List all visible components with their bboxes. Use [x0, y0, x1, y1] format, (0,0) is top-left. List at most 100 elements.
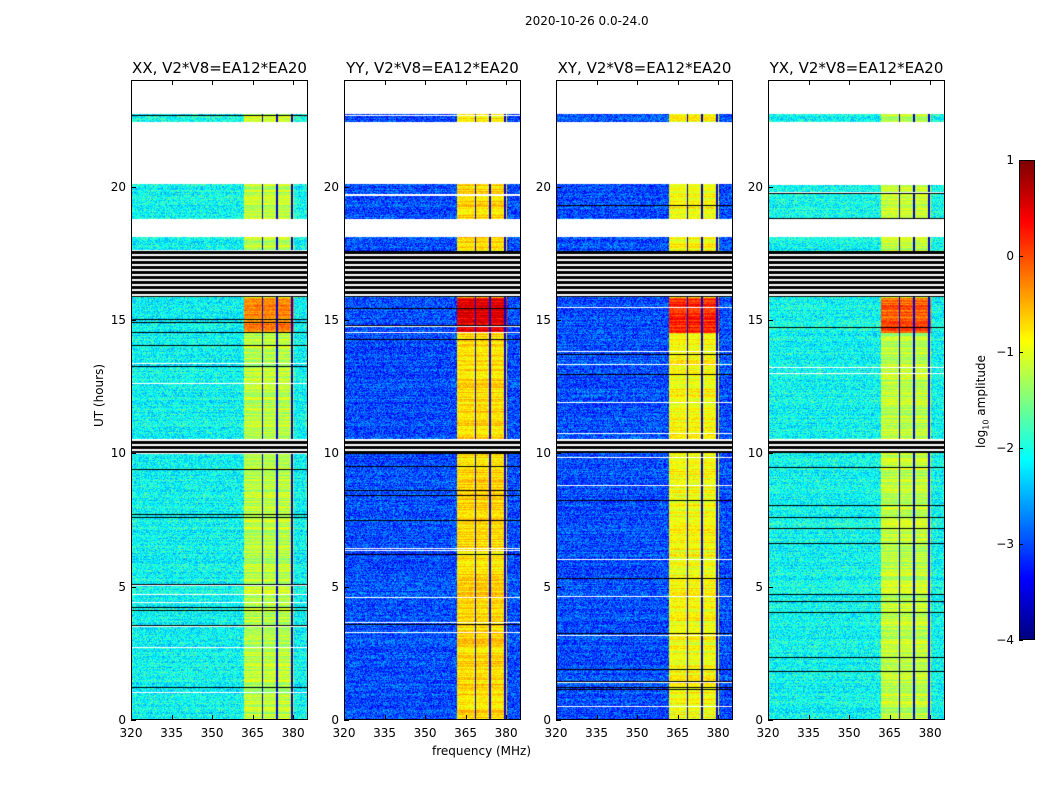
x-tick-mark	[131, 80, 132, 85]
y-tick-label: 10	[323, 446, 339, 461]
x-tick-label: 320	[756, 726, 780, 740]
y-tick-label: 20	[323, 179, 339, 194]
x-tick-mark	[384, 715, 386, 720]
x-tick-mark	[506, 80, 508, 85]
x-tick-mark	[293, 715, 295, 720]
y-tick-mark	[556, 453, 561, 455]
y-tick-label: 15	[535, 313, 551, 327]
x-tick-mark	[637, 715, 639, 720]
heatmap-panel-2	[556, 80, 733, 720]
y-tick-label: 0	[755, 713, 763, 727]
x-tick-label: 380	[706, 726, 730, 740]
x-tick-mark	[344, 715, 345, 720]
x-tick-mark	[768, 80, 769, 85]
x-tick-label: 380	[918, 726, 942, 740]
heatmap-panel-1	[344, 80, 521, 720]
x-tick-mark	[171, 80, 173, 85]
x-tick-mark	[212, 80, 214, 85]
panel-title: XX, V2*V8=EA12*EA20	[132, 59, 307, 77]
y-tick-label: 20	[535, 179, 551, 194]
y-tick-label: 5	[755, 579, 763, 594]
y-tick-mark	[131, 320, 136, 321]
y-tick-mark	[344, 453, 349, 455]
x-tick-mark	[293, 80, 295, 85]
x-tick-mark	[677, 80, 679, 85]
y-tick-mark	[768, 586, 773, 588]
y-tick-label: 0	[543, 713, 551, 727]
y-tick-mark	[131, 586, 136, 588]
x-tick-mark	[344, 80, 345, 85]
x-tick-mark	[889, 80, 891, 85]
y-tick-label: 5	[118, 579, 126, 594]
y-tick-mark	[556, 720, 561, 721]
x-tick-label: 335	[373, 726, 396, 740]
y-tick-label: 10	[747, 446, 763, 461]
colorbar-label: log10 amplitude	[974, 355, 991, 448]
heatmap-cells	[769, 81, 944, 719]
y-tick-mark	[768, 453, 773, 455]
colorbar-tick-label: −3	[996, 537, 1014, 551]
y-tick-mark	[344, 320, 349, 321]
x-tick-mark	[425, 80, 427, 85]
heatmap-cells	[345, 81, 520, 719]
x-tick-label: 335	[585, 726, 608, 740]
colorbar-tick-label: −4	[996, 633, 1014, 647]
x-tick-mark	[849, 715, 851, 720]
x-tick-mark	[465, 80, 467, 85]
x-tick-label: 350	[837, 726, 861, 740]
y-tick-label: 5	[331, 579, 339, 594]
panel-title: YY, V2*V8=EA12*EA20	[346, 59, 519, 77]
x-tick-label: 365	[241, 726, 265, 740]
y-tick-label: 0	[331, 713, 339, 727]
y-tick-label: 15	[110, 313, 126, 327]
y-tick-label: 20	[110, 179, 126, 194]
panel-title: YX, V2*V8=EA12*EA20	[769, 59, 944, 77]
y-tick-label: 15	[323, 313, 339, 327]
heatmap-cells	[557, 81, 732, 719]
x-tick-mark	[637, 80, 639, 85]
x-tick-mark	[677, 715, 679, 720]
x-tick-mark	[889, 715, 891, 720]
x-tick-mark	[465, 715, 467, 720]
colorbar-tick-mark	[1019, 640, 1023, 641]
x-tick-mark	[718, 80, 720, 85]
y-tick-mark	[131, 720, 136, 721]
colorbar-tick-mark	[1019, 544, 1023, 545]
colorbar	[1019, 160, 1035, 640]
x-tick-label: 380	[494, 726, 518, 740]
x-tick-mark	[849, 80, 851, 85]
x-tick-mark	[808, 715, 810, 720]
y-axis-label: UT (hours)	[92, 363, 106, 427]
x-tick-label: 320	[544, 726, 568, 740]
y-tick-label: 5	[543, 579, 551, 594]
x-tick-label: 380	[281, 726, 305, 740]
y-tick-mark	[131, 453, 136, 455]
x-tick-label: 365	[454, 726, 478, 740]
y-tick-mark	[556, 186, 561, 188]
x-tick-mark	[768, 715, 769, 720]
y-tick-mark	[768, 320, 773, 321]
y-tick-mark	[768, 720, 773, 721]
y-tick-label: 10	[535, 446, 551, 461]
colorbar-tick-label: 1	[1006, 153, 1014, 167]
colorbar-tick-label: 0	[1006, 249, 1014, 263]
panel-title: XY, V2*V8=EA12*EA20	[557, 59, 732, 77]
heatmap-panel-0	[131, 80, 308, 720]
x-tick-mark	[808, 80, 810, 85]
y-tick-mark	[556, 586, 561, 588]
y-tick-label: 0	[118, 713, 126, 727]
heatmap-cells	[132, 81, 307, 719]
y-tick-mark	[768, 186, 773, 188]
x-tick-label: 365	[666, 726, 690, 740]
x-tick-label: 365	[878, 726, 902, 740]
x-tick-mark	[930, 715, 932, 720]
x-tick-mark	[425, 715, 427, 720]
y-tick-mark	[131, 186, 136, 188]
y-tick-label: 20	[747, 179, 763, 194]
x-tick-label: 350	[413, 726, 437, 740]
x-tick-mark	[718, 715, 720, 720]
x-tick-mark	[131, 715, 132, 720]
colorbar-tick-mark	[1019, 448, 1023, 449]
x-tick-label: 350	[200, 726, 224, 740]
y-tick-label: 10	[110, 446, 126, 461]
